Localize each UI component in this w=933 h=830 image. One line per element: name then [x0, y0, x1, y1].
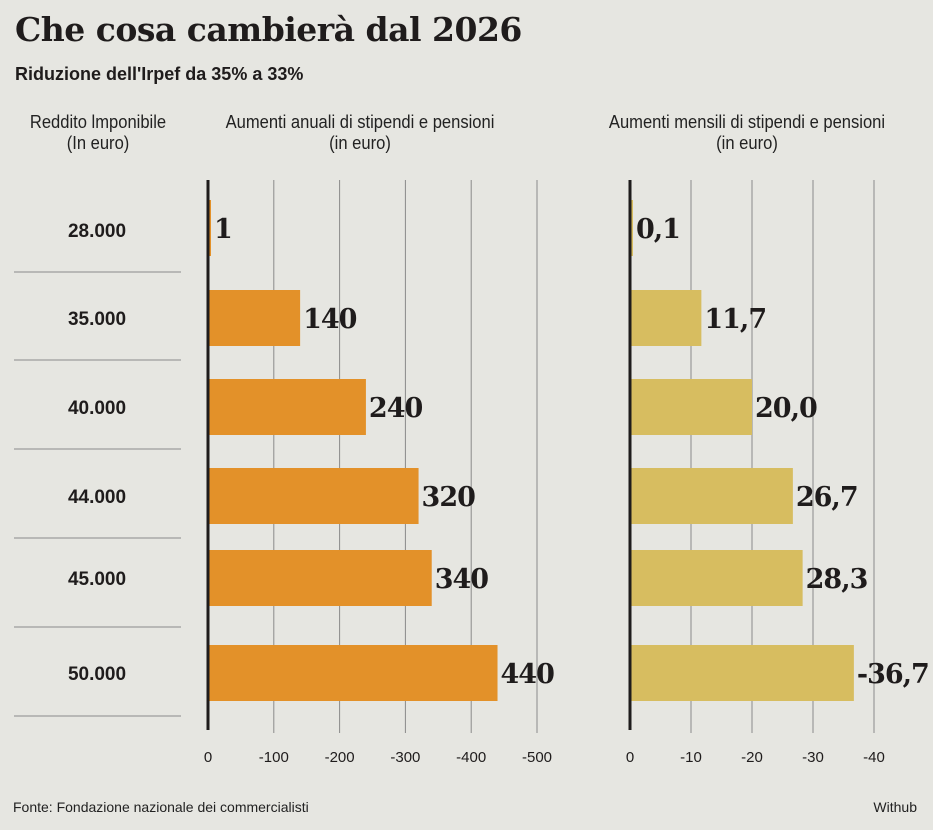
bar-annual — [208, 379, 366, 435]
data-label-annual: 320 — [422, 482, 476, 513]
category-label: 50.000 — [68, 664, 126, 685]
column-header-reddito: Reddito lmponibile (In euro) — [8, 112, 188, 154]
column-header-monthly-line1: Aumenti mensili di stipendi e pensioni — [608, 112, 886, 132]
column-header-reddito-line2: (In euro) — [66, 133, 130, 153]
x-tick-label: -10 — [680, 749, 702, 766]
category-label: 40.000 — [68, 398, 126, 419]
bar-monthly — [630, 379, 752, 435]
data-label-annual: 340 — [435, 564, 489, 595]
axes — [206, 180, 632, 730]
bar-monthly — [630, 645, 854, 701]
tick-labels: 0 -100 -200 -300 -400 -500 0 -10 -20 -30 -40 — [204, 749, 885, 766]
column-header-monthly: Aumenti mensili di stipendi e pensioni (… — [584, 112, 910, 154]
bar-annual — [208, 550, 432, 606]
data-label-annual: 440 — [501, 659, 555, 690]
bars — [208, 200, 854, 701]
x-tick-label: -400 — [456, 749, 486, 766]
source-note: Fonte: Fondazione nazionale dei commerci… — [13, 799, 309, 815]
bar-annual — [208, 290, 301, 346]
category-labels: 28.000 35.000 40.000 44.000 45.000 50.000 — [14, 221, 181, 717]
column-header-monthly-line2: (in euro) — [716, 133, 778, 153]
column-header-annual: Aumenti anuali di stipendi e pensioni (i… — [204, 112, 517, 154]
x-tick-label: -20 — [741, 749, 763, 766]
category-label: 45.000 — [68, 569, 126, 590]
category-label: 28.000 — [68, 221, 126, 242]
x-tick-label: -200 — [325, 749, 355, 766]
data-label-monthly: 11,7 — [704, 304, 766, 335]
bar-monthly — [630, 468, 793, 524]
column-header-annual-line1: Aumenti anuali di stipendi e pensioni — [225, 112, 495, 132]
gridlines — [273, 180, 875, 733]
category-label: 35.000 — [68, 309, 126, 330]
x-tick-label: 0 — [626, 749, 634, 766]
chart-subtitle: Riduzione dell'Irpef da 35% a 33% — [15, 64, 304, 84]
bar-monthly — [630, 550, 803, 606]
data-labels: 1 140 240 320 340 440 0,1 11,7 20,0 26,7 28,3 -36,7 — [214, 214, 930, 690]
x-tick-label: -500 — [522, 749, 552, 766]
bar-annual — [208, 468, 419, 524]
x-tick-label: -100 — [259, 749, 289, 766]
x-tick-label: -300 — [390, 749, 420, 766]
column-header-annual-line2: (in euro) — [329, 133, 391, 153]
data-label-annual: 1 — [214, 214, 232, 245]
x-tick-label: 0 — [204, 749, 212, 766]
bar-annual — [208, 645, 498, 701]
x-tick-label: -30 — [802, 749, 824, 766]
chart-title: Che cosa cambierà dal 2026 — [15, 10, 522, 49]
x-tick-label: -40 — [863, 749, 885, 766]
column-header-reddito-line1: Reddito lmponibile — [29, 112, 167, 132]
data-label-annual: 240 — [369, 393, 423, 424]
data-label-monthly: 28,3 — [806, 564, 868, 595]
data-label-monthly: 0,1 — [636, 214, 680, 245]
category-label: 44.000 — [68, 487, 126, 508]
data-label-monthly: 26,7 — [796, 482, 858, 513]
data-label-annual: 140 — [303, 304, 357, 335]
credit-note: Withub — [873, 799, 917, 815]
bar-monthly — [630, 290, 702, 346]
data-label-monthly: 20,0 — [755, 393, 817, 424]
data-label-monthly: -36,7 — [857, 659, 929, 690]
